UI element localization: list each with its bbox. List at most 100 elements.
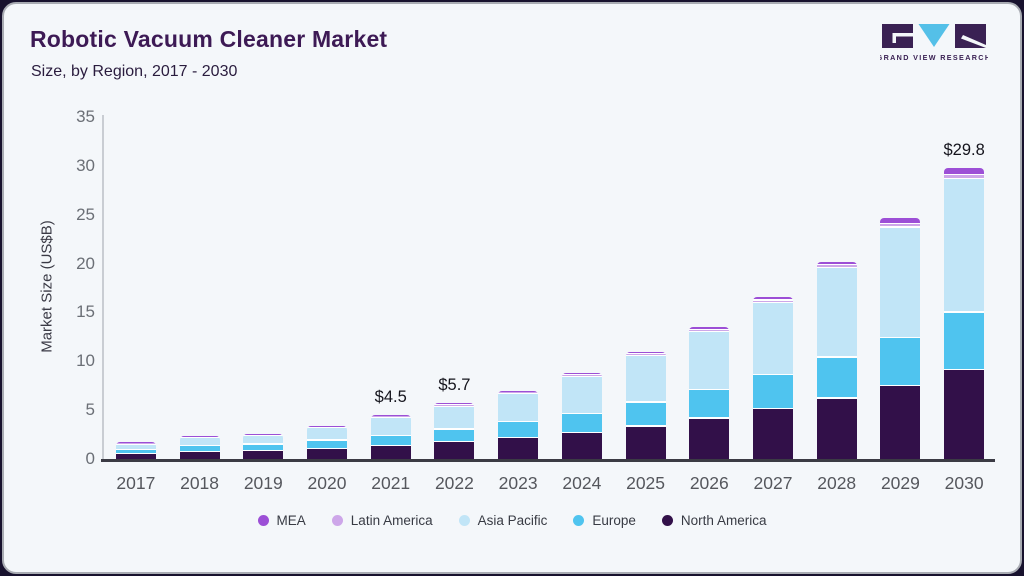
legend-label-europe: Europe [592,513,636,528]
chart-title: Robotic Vacuum Cleaner Market [30,26,388,52]
bar-segment-mea [753,296,793,300]
bar-segment-asia-pacific [753,302,793,374]
legend-label-asia-pacific: Asia Pacific [477,513,548,528]
bar-2019 [243,433,284,459]
bar-segment-asia-pacific [498,393,539,421]
bar-segment-north-america [625,426,666,459]
bar-segment-europe [944,312,985,370]
bar-segment-europe [115,450,156,454]
bar-segment-europe [434,429,475,441]
legend-swatch-europe [573,515,585,526]
bar-segment-asia-pacific [434,406,475,429]
x-tick-label-2019: 2019 [243,473,283,493]
y-axis-line [102,115,104,460]
bar-segment-europe [816,357,857,398]
bar-segment-north-america [880,386,921,459]
x-tick-label-2025: 2025 [626,473,666,493]
bar-segment-north-america [434,442,475,459]
bar-segment-latin-america [944,174,985,178]
bar-2018 [179,435,220,459]
bar-segment-mea [434,403,475,405]
bar-segment-europe [498,422,539,437]
bar-segment-europe [179,446,220,451]
logo-v-triangle [918,24,950,47]
x-tick-label-2024: 2024 [562,473,602,493]
value-label-2022: $5.7 [438,376,471,395]
bar-segment-latin-america [179,436,220,437]
x-tick-label-2029: 2029 [880,473,920,493]
bar-segment-latin-america [816,265,857,267]
brand-name: GRAND VIEW RESEARCH [880,53,988,62]
y-tick-label-10: 10 [76,351,95,371]
bar-segment-mea [307,425,347,427]
bar-segment-asia-pacific [625,356,666,402]
bar-2029 [880,217,921,459]
bar-segment-mea [115,442,156,443]
bar-segment-asia-pacific [370,417,411,435]
legend-label-north-america: North America [680,513,767,528]
bar-2021 [370,415,411,459]
bar-segment-north-america [561,432,602,459]
bar-2024 [561,373,602,459]
bar-segment-north-america [307,449,347,459]
y-tick-label-0: 0 [85,449,95,468]
bar-segment-asia-pacific [880,227,921,337]
bar-segment-north-america [753,409,793,459]
bar-segment-europe [625,402,666,426]
bar-2017 [115,442,156,459]
legend-swatch-latin-america [331,515,343,526]
gvr-logo-icon: GRAND VIEW RESEARCH [877,24,990,62]
bar-segment-latin-america [561,375,602,376]
bar-segment-europe [753,375,793,409]
bar-segment-mea [498,390,539,392]
bar-segment-asia-pacific [944,178,985,312]
bar-segment-latin-america [243,434,284,435]
bar-2026 [689,327,730,459]
bar-segment-europe [370,435,411,445]
legend-item-north-america: North America [661,513,767,528]
y-tick-label-15: 15 [76,302,95,322]
legend-swatch-north-america [661,515,673,526]
bar-segment-asia-pacific [561,377,602,414]
y-tick-label-5: 5 [85,400,95,420]
bar-segment-europe [880,338,921,385]
bar-segment-asia-pacific [243,435,284,444]
x-tick-label-2028: 2028 [817,473,857,493]
bar-segment-asia-pacific [115,444,156,449]
bar-2027 [753,296,793,459]
y-tick-label-20: 20 [76,253,95,273]
x-tick-label-2017: 2017 [116,473,156,493]
bar-segment-asia-pacific [307,428,347,440]
y-tick-label-30: 30 [76,155,95,175]
bar-segment-europe [689,390,730,418]
x-tick-label-2030: 2030 [944,473,984,493]
bar-segment-north-america [498,438,539,459]
bar-segment-north-america [816,398,857,459]
legend-label-mea: MEA [276,513,306,528]
x-tick-label-2026: 2026 [689,473,729,493]
bar-segment-north-america [243,451,284,459]
x-tick-label-2021: 2021 [371,473,411,493]
bar-segment-north-america [689,418,730,459]
bar-segment-asia-pacific [689,332,730,390]
bar-segment-latin-america [498,392,539,393]
bar-segment-north-america [179,451,220,459]
bar-segment-latin-america [880,223,921,227]
bar-segment-europe [561,414,602,432]
bar-segment-asia-pacific [179,437,220,445]
bar-segment-latin-america [625,354,666,355]
y-tick-label-25: 25 [76,204,95,224]
bar-segment-mea [816,261,857,265]
bar-segment-latin-america [115,442,156,444]
legend-item-asia-pacific: Asia Pacific [458,513,548,528]
bar-2020 [307,425,347,459]
bar-2023 [498,390,539,459]
bar-segment-north-america [944,370,985,459]
bar-segment-latin-america [434,404,475,406]
legend-item-mea: MEA [257,513,306,528]
bar-segment-asia-pacific [816,267,857,357]
brand-logo: GRAND VIEW RESEARCH [877,16,990,62]
x-axis-line [101,459,995,462]
bar-2028 [816,261,857,459]
legend-item-latin-america: Latin America [331,513,433,528]
